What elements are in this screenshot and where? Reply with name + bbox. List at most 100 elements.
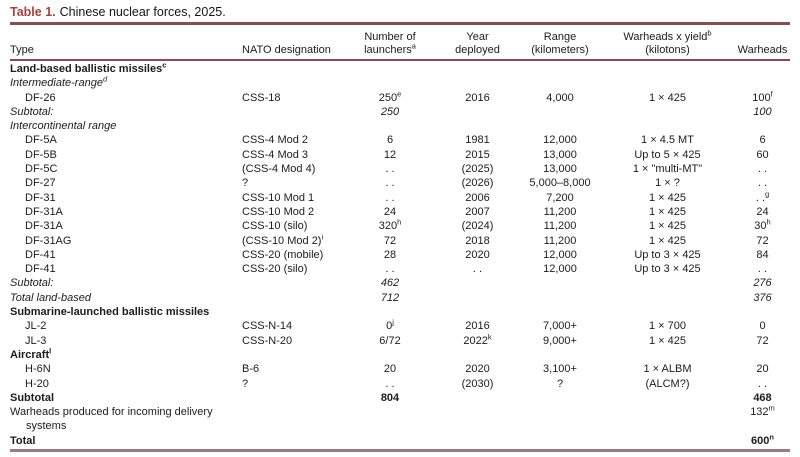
cell-year-deployed: 1981 (465, 134, 490, 147)
cell-warheads-x-yield: 1 × 425 (648, 191, 686, 204)
cell-range-kilometers: 12,000 (543, 134, 577, 147)
top-rule (10, 22, 790, 25)
cell-year-deployed: 2006 (465, 191, 490, 204)
cell-year-deployed: 2007 (465, 205, 490, 218)
table-row: Land-based ballistic missilesc (10, 61, 790, 76)
table-title-text: Chinese nuclear forces, 2025. (59, 5, 226, 19)
cell-number-of-launchers: 20 (383, 363, 397, 376)
cell-year-deployed: 2016 (465, 91, 490, 104)
cell-type: Subtotal: (10, 105, 54, 118)
table-row: DF-5A CSS-4 Mod 2 6 1981 12,000 1 × 4.5 MT 6 (10, 133, 790, 147)
cell-warheads-x-yield: 1 × 425 (648, 91, 686, 104)
table-row: DF-41 CSS-20 (silo) . . . . 12,000 Up to 3 × … (10, 262, 790, 276)
cell-type: Intercontinental range (10, 120, 117, 133)
cell-warheads-x-yield: 1 × ALBM (643, 363, 692, 376)
table-row: Warheads produced for incoming delivery … (10, 403, 790, 434)
cell-type: DF-5B (25, 148, 57, 161)
cell-nato-designation: CSS-4 Mod 2 (242, 134, 309, 147)
table-header-row: Type NATO designation Number of launchersa Y… (10, 25, 790, 59)
table-row: H-6N B-6 20 2020 3,100+ 1 × ALBM 20 (10, 362, 790, 376)
cell-warheads: 20 (756, 363, 769, 376)
table-row: Subtotal: 250 100 (10, 105, 790, 119)
cell-year-deployed: (2025) (461, 163, 494, 176)
table-number-label: Table 1. (10, 5, 56, 19)
column-header-year-deployed: Year deployed (455, 31, 500, 56)
cell-type: Total (10, 434, 36, 447)
cell-warheads: . .g (755, 189, 770, 204)
cell-year-deployed: 2015 (465, 148, 490, 161)
cell-type: H-6N (25, 363, 51, 376)
cell-warheads: 60 (756, 148, 769, 161)
cell-type: DF-31A (25, 205, 63, 218)
column-header-number-of-launchers: Number of launchersa (364, 31, 416, 56)
cell-range-kilometers: 13,000 (543, 148, 577, 161)
cell-warheads: 24 (756, 205, 769, 218)
cell-warheads: 132m (750, 403, 775, 419)
cell-type: DF-5A (25, 134, 57, 147)
cell-year-deployed: . . (472, 263, 483, 276)
cell-warheads-x-yield: 1 × ? (655, 177, 680, 190)
cell-nato-designation: CSS-18 (242, 91, 281, 104)
cell-warheads: 72 (756, 234, 769, 247)
table-row: JL-2 CSS-N-14 0j 2016 7,000+ 1 × 700 0 (10, 318, 790, 333)
table-row: Submarine-launched ballistic missiles (10, 305, 790, 319)
cell-warheads: 100 (753, 105, 772, 118)
cell-warheads: 376 (753, 291, 772, 304)
table-row: Intermediate-ranged (10, 75, 790, 90)
cell-nato-designation: ? (242, 377, 249, 390)
cell-number-of-launchers: 72 (383, 234, 397, 247)
cell-warheads-x-yield: 1 × 425 (648, 334, 686, 347)
table-row: DF-5B CSS-4 Mod 3 12 2015 13,000 Up to 5 × 42… (10, 148, 790, 162)
cell-type: Submarine-launched ballistic missiles (10, 306, 210, 319)
cell-warheads: 30h (754, 217, 771, 233)
cell-type: DF-31A (25, 220, 63, 233)
header-rule (10, 59, 790, 61)
cell-type: Total land-based (10, 291, 91, 304)
cell-warheads-x-yield: (ALCM?) (645, 377, 690, 390)
cell-type: Subtotal: (10, 277, 54, 290)
cell-range-kilometers: 7,200 (546, 191, 574, 204)
table-row: DF-31AG (CSS-10 Mod 2)i 72 2018 11,200 1 × 42… (10, 231, 790, 248)
cell-warheads-x-yield: Up to 5 × 425 (634, 148, 701, 161)
cell-type: JL-2 (25, 320, 47, 333)
cell-range-kilometers: 12,000 (543, 248, 577, 261)
table-row: DF-26 CSS-18 250e 2016 4,000 1 × 425 100f (10, 88, 790, 105)
cell-number-of-launchers: 12 (383, 148, 397, 161)
cell-warheads-x-yield: 1 × 425 (648, 205, 686, 218)
table-row: DF-27? . . (2026) 5,000–8,000 1 × ? . . (10, 176, 790, 190)
cell-type: JL-3 (25, 334, 47, 347)
cell-range-kilometers: 5,000–8,000 (529, 177, 591, 190)
cell-warheads-x-yield: Up to 3 × 425 (634, 263, 701, 276)
cell-range-kilometers: 11,200 (543, 234, 577, 247)
cell-number-of-launchers: 250 (380, 105, 400, 118)
cell-nato-designation: (CSS-10 Mod 2)i (242, 231, 324, 247)
table-row: DF-31A CSS-10 (silo) 320h (2024) 11,200 1 × 4… (10, 217, 790, 233)
cell-year-deployed: 2018 (465, 234, 490, 247)
cell-warheads: 6 (759, 134, 766, 147)
cell-year-deployed: (2024) (461, 220, 494, 233)
cell-number-of-launchers: . . (385, 377, 395, 390)
cell-nato-designation: CSS-10 Mod 1 (242, 191, 315, 204)
table-row: DF-5C (CSS-4 Mod 4) . . (2025) 13,000 1 × "mu… (10, 162, 790, 176)
cell-range-kilometers: 12,000 (543, 263, 577, 276)
cell-warheads: 100f (752, 88, 773, 104)
column-header-warheads-x-yield: Warheads x yieldb (kilotons) (623, 28, 712, 56)
cell-warheads-x-yield: 1 × 425 (648, 234, 686, 247)
cell-year-deployed: (2030) (461, 377, 494, 390)
cell-number-of-launchers: . . (385, 191, 395, 204)
cell-warheads: 468 (753, 391, 772, 404)
table-title: Table 1. Chinese nuclear forces, 2025. (10, 4, 790, 21)
cell-nato-designation: CSS-10 Mod 2 (242, 205, 315, 218)
cell-nato-designation: (CSS-4 Mod 4) (242, 163, 316, 176)
cell-nato-designation: B-6 (242, 363, 260, 376)
cell-year-deployed: 2020 (465, 363, 490, 376)
cell-type: Aircraftl (10, 346, 52, 361)
cell-type: DF-27 (25, 177, 56, 190)
cell-warheads: 84 (756, 248, 769, 261)
cell-range-kilometers: 3,100+ (543, 363, 577, 376)
cell-warheads: 0 (759, 320, 766, 333)
cell-range-kilometers: 4,000 (546, 91, 574, 104)
table-row: DF-31A CSS-10 Mod 2 24 2007 11,200 1 × 425 24 (10, 205, 790, 219)
cell-warheads-x-yield: 1 × 425 (648, 220, 686, 233)
